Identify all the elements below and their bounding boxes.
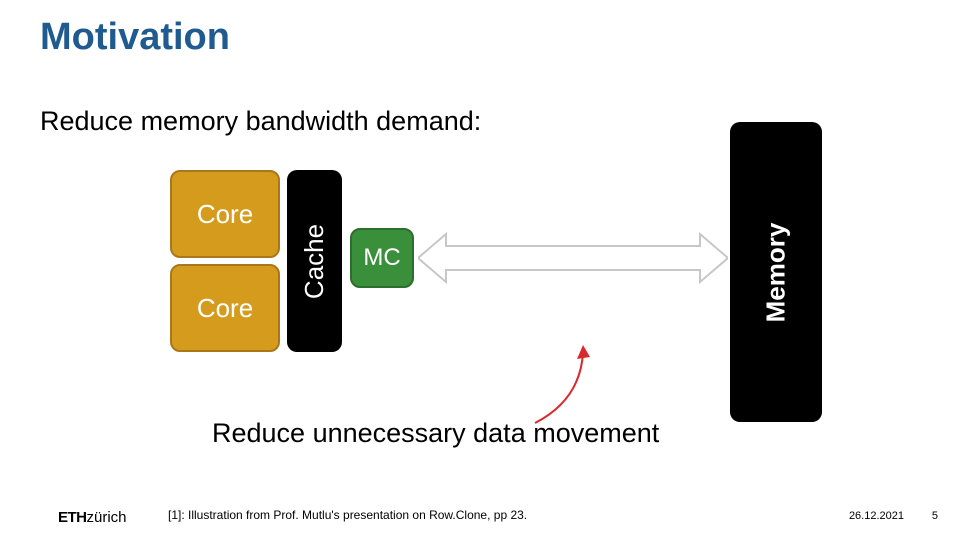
bus-shape — [418, 234, 728, 282]
memory-label: Memory — [761, 222, 792, 322]
core-block-1: Core — [170, 170, 280, 258]
eth-logo: ETHzürich — [58, 509, 127, 526]
slide-date: 26.12.2021 — [849, 510, 904, 522]
caption: Reduce unnecessary data movement — [212, 418, 659, 449]
core-block-2: Core — [170, 264, 280, 352]
mc-block: MC — [350, 228, 414, 288]
memory-block: Memory — [730, 122, 822, 422]
slide-title: Motivation — [40, 16, 230, 59]
bus-arrow — [418, 230, 728, 286]
footnote: [1]: Illustration from Prof. Mutlu's pre… — [168, 508, 527, 522]
page-number: 5 — [932, 510, 938, 522]
subtitle: Reduce memory bandwidth demand: — [40, 106, 481, 137]
eth-logo-bold: ETH — [58, 509, 87, 526]
cache-block: Cache — [287, 170, 342, 352]
eth-logo-light: zürich — [87, 509, 127, 526]
cache-label: Cache — [299, 223, 330, 298]
memory-diagram: Core Core Cache MC Memory — [170, 170, 870, 400]
